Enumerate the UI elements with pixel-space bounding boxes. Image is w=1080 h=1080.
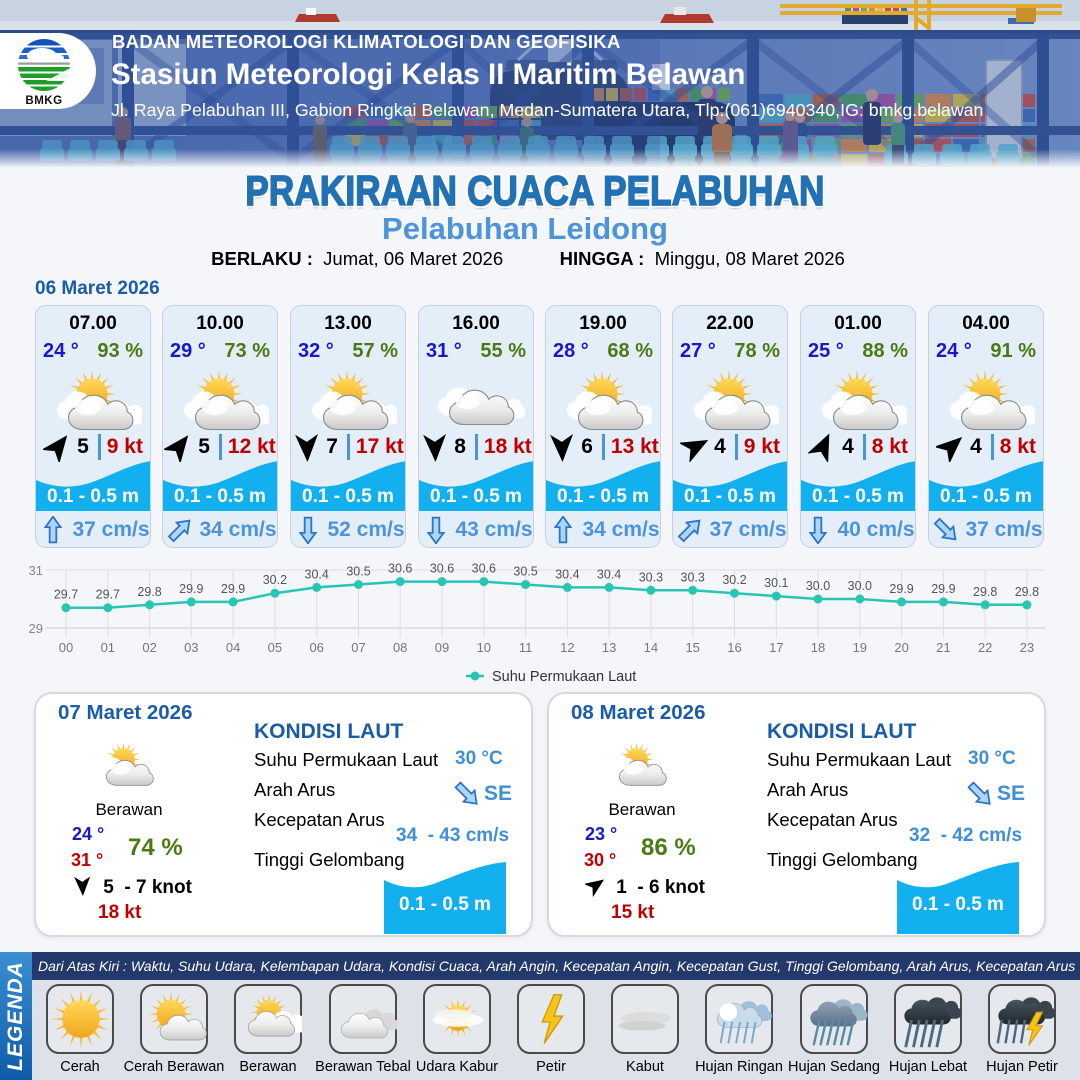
- svg-text:21: 21: [936, 640, 950, 655]
- svg-text:05: 05: [268, 640, 282, 655]
- svg-text:Suhu Permukaan Laut: Suhu Permukaan Laut: [492, 669, 636, 685]
- svg-text:30.5: 30.5: [346, 565, 370, 579]
- svg-text:30.0: 30.0: [848, 579, 872, 593]
- svg-text:09: 09: [435, 640, 449, 655]
- svg-text:16: 16: [727, 640, 741, 655]
- svg-text:29.9: 29.9: [931, 582, 955, 596]
- svg-text:01: 01: [101, 640, 115, 655]
- svg-text:00: 00: [59, 640, 73, 655]
- svg-text:29.8: 29.8: [1015, 585, 1039, 599]
- svg-text:18: 18: [811, 640, 825, 655]
- svg-text:10: 10: [477, 640, 491, 655]
- svg-text:30.0: 30.0: [806, 579, 830, 593]
- svg-text:19: 19: [853, 640, 867, 655]
- svg-text:30.6: 30.6: [472, 562, 496, 576]
- svg-text:30.3: 30.3: [681, 570, 705, 584]
- svg-text:29.7: 29.7: [96, 588, 120, 602]
- svg-text:30.5: 30.5: [513, 565, 537, 579]
- svg-text:30.6: 30.6: [388, 562, 412, 576]
- svg-text:15: 15: [685, 640, 699, 655]
- svg-text:30.6: 30.6: [430, 562, 454, 576]
- svg-text:08: 08: [393, 640, 407, 655]
- svg-text:14: 14: [644, 640, 658, 655]
- svg-text:13: 13: [602, 640, 616, 655]
- svg-text:30.3: 30.3: [639, 570, 663, 584]
- svg-text:30.4: 30.4: [555, 567, 579, 581]
- svg-text:11: 11: [519, 640, 533, 655]
- svg-text:20: 20: [894, 640, 908, 655]
- svg-text:06: 06: [309, 640, 323, 655]
- svg-text:17: 17: [769, 640, 783, 655]
- svg-text:29: 29: [29, 621, 43, 636]
- svg-text:30.2: 30.2: [263, 573, 287, 587]
- svg-text:29.7: 29.7: [54, 588, 78, 602]
- svg-text:30.2: 30.2: [722, 573, 746, 587]
- svg-text:30.4: 30.4: [305, 567, 329, 581]
- svg-text:30.1: 30.1: [764, 576, 788, 590]
- svg-text:30.4: 30.4: [597, 567, 621, 581]
- svg-text:07: 07: [351, 640, 365, 655]
- svg-text:29.8: 29.8: [973, 585, 997, 599]
- svg-text:29.9: 29.9: [221, 582, 245, 596]
- svg-text:23: 23: [1020, 640, 1034, 655]
- svg-text:29.8: 29.8: [137, 585, 161, 599]
- svg-text:29.9: 29.9: [889, 582, 913, 596]
- svg-text:22: 22: [978, 640, 992, 655]
- svg-text:04: 04: [226, 640, 240, 655]
- svg-text:02: 02: [142, 640, 156, 655]
- svg-text:03: 03: [184, 640, 198, 655]
- svg-text:29.9: 29.9: [179, 582, 203, 596]
- svg-text:31: 31: [29, 563, 43, 578]
- svg-text:12: 12: [560, 640, 574, 655]
